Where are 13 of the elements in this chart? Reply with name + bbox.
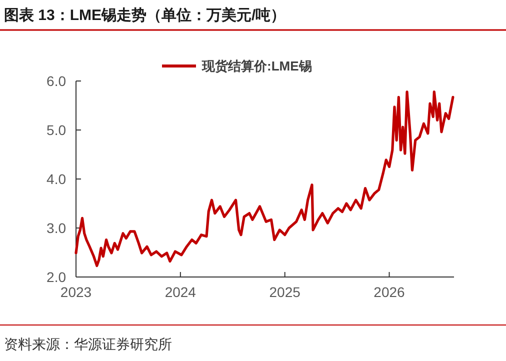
y-tick-label: 6.0 xyxy=(46,72,66,89)
x-tick-label: 2026 xyxy=(374,284,406,300)
y-tick-label: 3.0 xyxy=(46,220,66,236)
y-tick-label: 2.0 xyxy=(46,268,66,285)
y-tick-label: 5.0 xyxy=(46,122,66,138)
chart-title: 图表 13：LME锡走势（单位：万美元/吨） xyxy=(4,6,286,24)
y-tick-label: 4.0 xyxy=(46,170,66,187)
legend-label: 现货结算价:LME锡 xyxy=(201,58,312,74)
x-tick-label: 2025 xyxy=(269,284,301,300)
x-tick-label: 2024 xyxy=(164,284,196,300)
x-tick-label: 2023 xyxy=(60,284,92,300)
text: 资料来源：华源证券研究所 xyxy=(4,336,172,352)
line-series xyxy=(74,90,454,268)
